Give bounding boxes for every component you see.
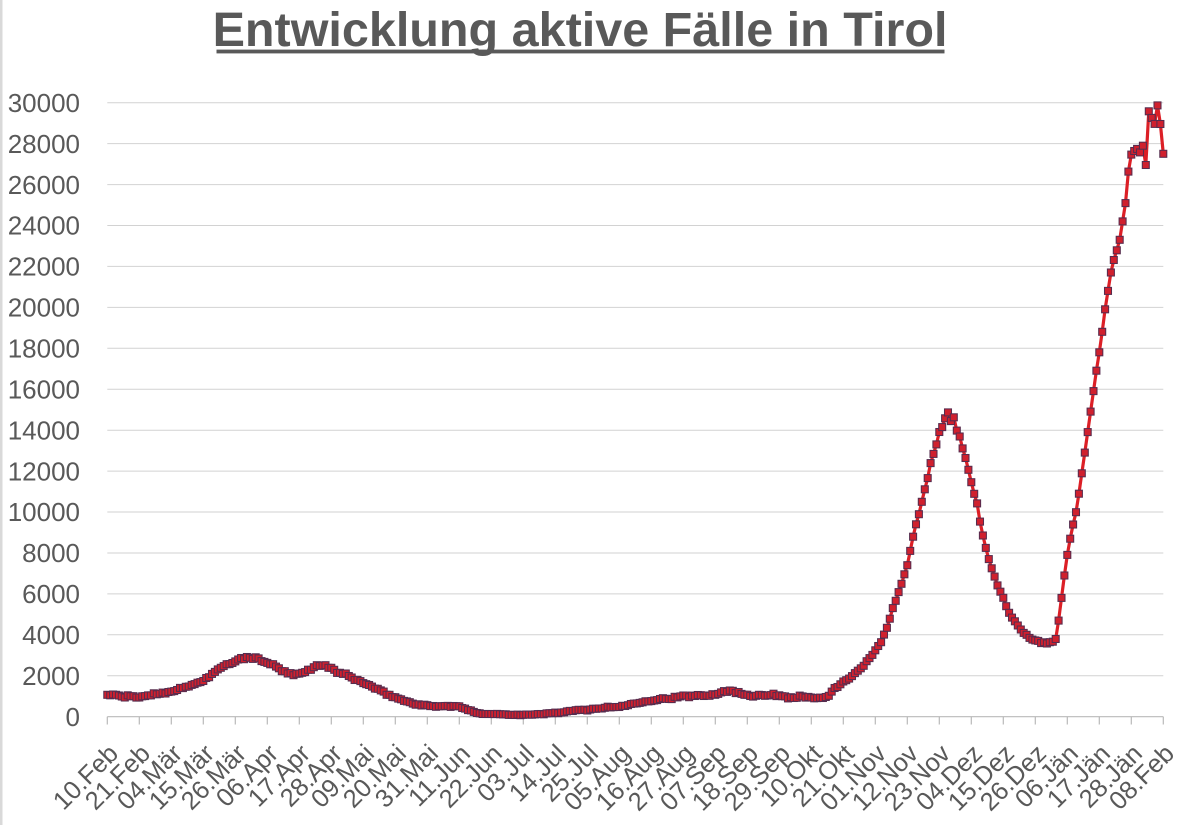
svg-text:14000: 14000 — [8, 415, 80, 445]
svg-text:22000: 22000 — [8, 252, 80, 282]
svg-text:6000: 6000 — [22, 579, 80, 609]
svg-text:12000: 12000 — [8, 456, 80, 486]
svg-text:20000: 20000 — [8, 293, 80, 323]
svg-text:2000: 2000 — [22, 661, 80, 691]
svg-text:18000: 18000 — [8, 334, 80, 364]
svg-text:Entwicklung aktive Fälle in Ti: Entwicklung aktive Fälle in Tirol — [213, 3, 948, 57]
svg-text:30000: 30000 — [8, 88, 80, 118]
svg-text:0: 0 — [66, 702, 80, 732]
svg-text:8000: 8000 — [22, 538, 80, 568]
svg-text:4000: 4000 — [22, 620, 80, 650]
svg-text:24000: 24000 — [8, 211, 80, 241]
svg-text:26000: 26000 — [8, 170, 80, 200]
svg-text:16000: 16000 — [8, 374, 80, 404]
svg-text:28000: 28000 — [8, 129, 80, 159]
svg-text:10000: 10000 — [8, 497, 80, 527]
